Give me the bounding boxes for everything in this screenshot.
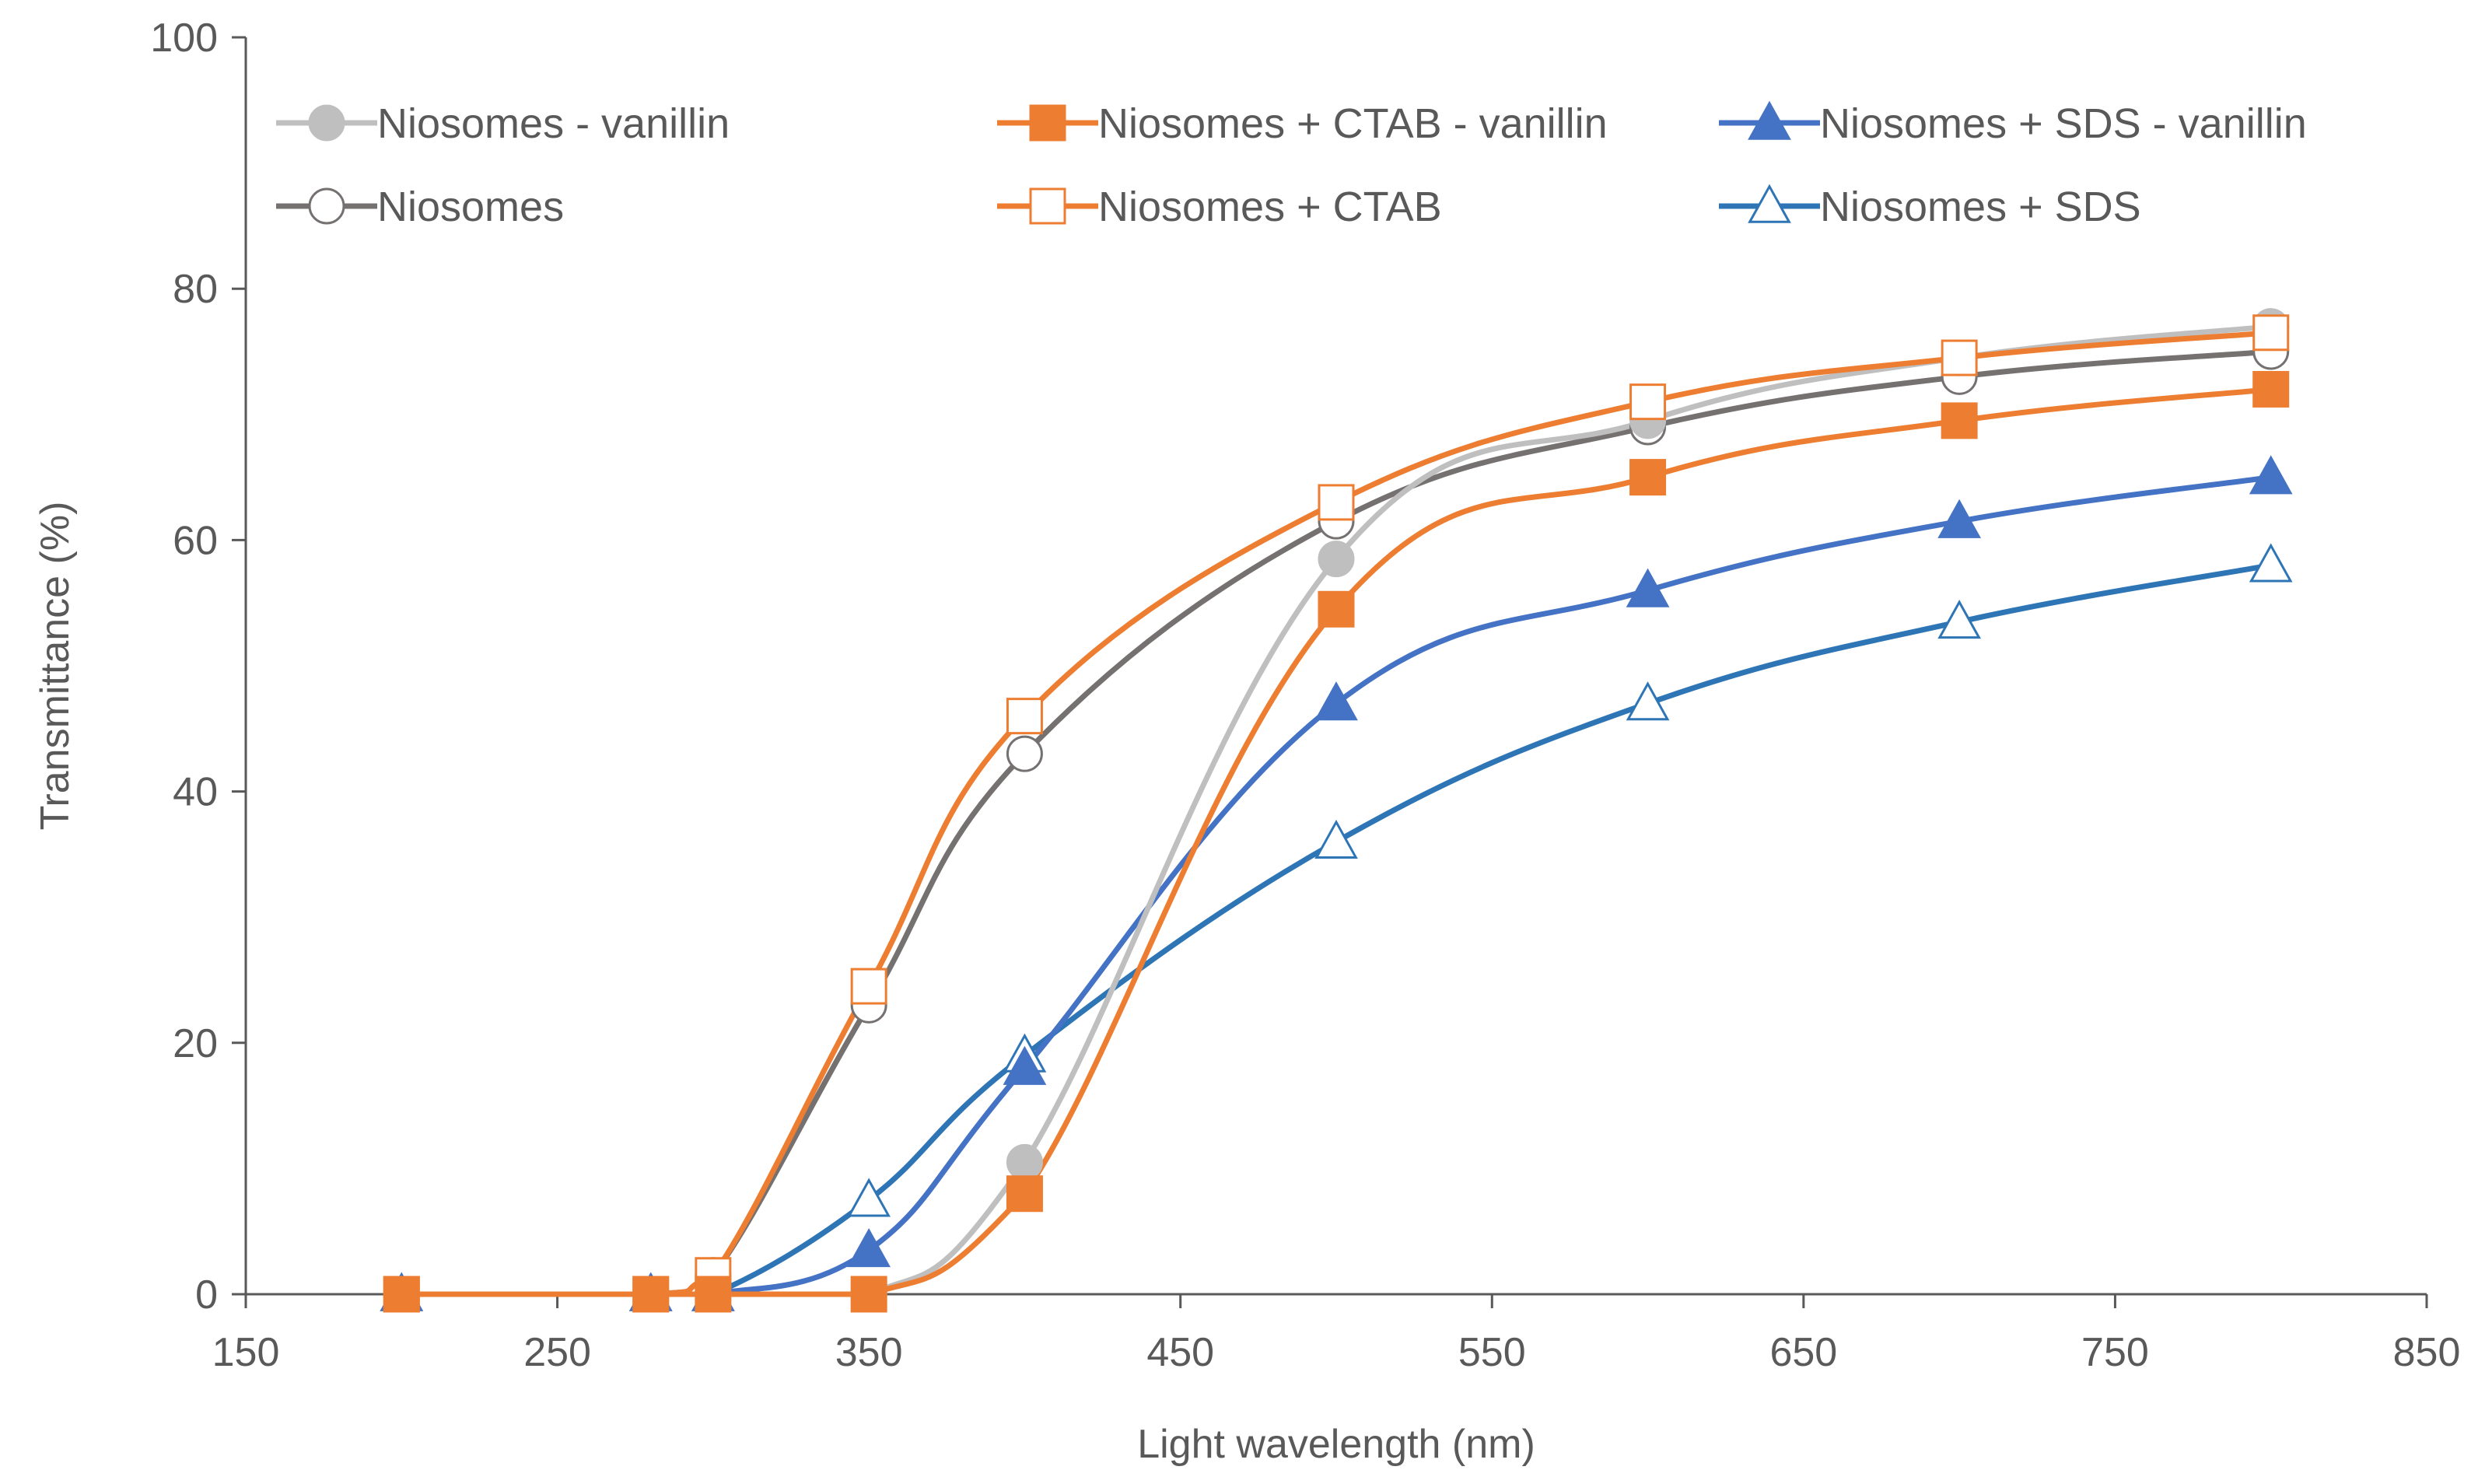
x-tick-label: 450 (1146, 1330, 1214, 1375)
x-tick-label: 250 (523, 1330, 591, 1375)
data-point-series-4 (850, 968, 887, 1005)
legend-marker (308, 187, 345, 225)
legend-item: Niosomes + SDS - vanillin (1719, 100, 2307, 147)
data-point-series-5 (847, 1178, 891, 1217)
legend-item: Niosomes + CTAB (997, 184, 1442, 230)
y-tick-label: 100 (150, 16, 218, 61)
data-point-series-4 (1318, 484, 1355, 521)
data-point-series-5 (1937, 600, 1981, 639)
data-point-series-1 (1941, 402, 1978, 439)
x-axis-title: Light wavelength (nm) (1137, 1422, 1535, 1467)
y-tick-label: 80 (173, 267, 218, 312)
x-tick-label: 150 (212, 1330, 280, 1375)
data-point-series-2 (1003, 1045, 1047, 1085)
data-point-series-1 (1006, 1175, 1043, 1213)
data-point-series-2 (1314, 681, 1358, 721)
legend-item: Niosomes + CTAB - vanillin (997, 100, 1608, 147)
data-point-series-1 (1629, 459, 1667, 496)
legend-label: Niosomes + SDS (1820, 184, 2141, 230)
y-axis-title: Transmittance (%) (33, 502, 78, 831)
legend-item: Niosomes + SDS (1719, 184, 2141, 230)
data-point-series-5 (1314, 819, 1358, 859)
series-line-1 (398, 386, 2274, 1297)
data-point-series-2 (1937, 499, 1981, 538)
data-point-series-1 (695, 1276, 732, 1313)
x-tick-label: 750 (2081, 1330, 2149, 1375)
data-point-series-5 (1626, 681, 1670, 721)
x-tick-label: 650 (1769, 1330, 1837, 1375)
data-point-series-4 (1629, 383, 1667, 421)
legend-marker (1748, 100, 1791, 140)
legend: Niosomes - vanillin Niosomes + CTAB - van… (276, 100, 2307, 230)
data-point-series-1 (2252, 370, 2290, 408)
data-point-series-3 (1006, 735, 1043, 772)
y-tick-label: 40 (173, 770, 218, 815)
legend-label: Niosomes - vanillin (377, 100, 730, 147)
data-point-series-4 (1006, 698, 1043, 735)
legend-label: Niosomes + CTAB - vanillin (1098, 100, 1608, 147)
data-point-series-1 (383, 1276, 420, 1313)
series-markers (380, 308, 2293, 1313)
x-tick-label: 350 (835, 1330, 903, 1375)
legend-marker (1748, 184, 1791, 223)
data-point-series-5 (2249, 543, 2293, 583)
series-line-5 (398, 562, 2274, 1297)
y-tick-label: 0 (195, 1272, 218, 1318)
series-line-0 (398, 324, 2274, 1297)
legend-label: Niosomes + CTAB (1098, 184, 1442, 230)
data-point-series-1 (1318, 590, 1355, 628)
data-point-series-2 (2249, 455, 2293, 495)
x-tick-label: 850 (2393, 1330, 2461, 1375)
data-point-series-1 (850, 1276, 887, 1313)
legend-marker (308, 104, 345, 142)
legend-label: Niosomes (377, 184, 564, 230)
series-line-4 (398, 330, 2274, 1297)
legend-item: Niosomes (276, 184, 564, 230)
legend-marker (1029, 187, 1066, 225)
data-point-series-0 (1006, 1143, 1043, 1181)
data-point-series-1 (632, 1276, 670, 1313)
data-point-series-4 (1941, 339, 1978, 376)
series-lines (398, 324, 2274, 1297)
legend-label: Niosomes + SDS - vanillin (1820, 100, 2307, 147)
data-point-series-2 (1626, 568, 1670, 607)
x-tick-label: 550 (1458, 1330, 1526, 1375)
y-tick-label: 60 (173, 518, 218, 563)
y-tick-label: 20 (173, 1021, 218, 1066)
data-point-series-2 (847, 1228, 891, 1268)
axes: 0 20 40 60 80 100 150 250 350 450 550 650 750 850 (150, 16, 2460, 1375)
data-point-series-4 (2252, 314, 2290, 352)
data-point-series-0 (1318, 541, 1355, 578)
legend-marker (1029, 104, 1066, 142)
legend-item: Niosomes - vanillin (276, 100, 730, 147)
